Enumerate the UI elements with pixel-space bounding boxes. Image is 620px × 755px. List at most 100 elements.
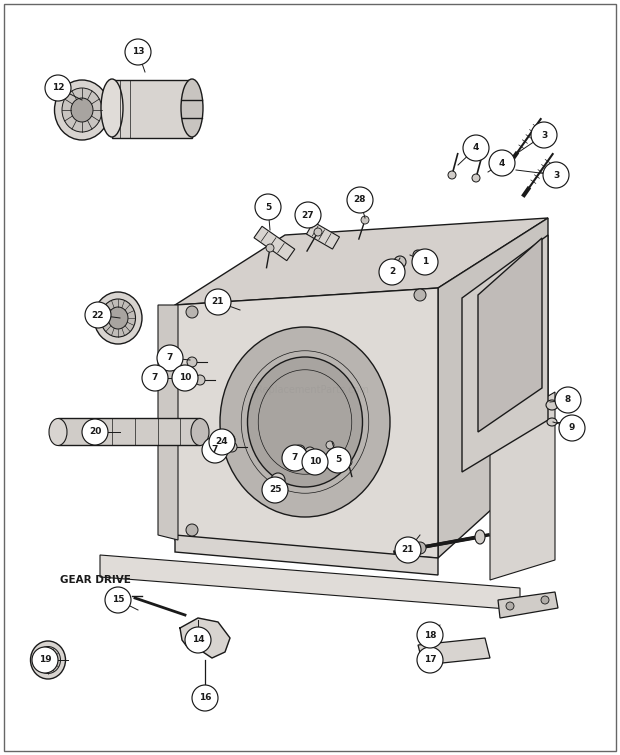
Ellipse shape: [191, 418, 209, 445]
Circle shape: [344, 458, 352, 466]
Text: eReplacementParts.com: eReplacementParts.com: [250, 385, 370, 395]
Text: 21: 21: [212, 297, 224, 307]
Ellipse shape: [220, 327, 390, 517]
Circle shape: [221, 433, 235, 447]
Circle shape: [531, 122, 557, 148]
Polygon shape: [418, 638, 490, 665]
Circle shape: [543, 162, 569, 188]
Circle shape: [255, 194, 281, 220]
Circle shape: [412, 249, 438, 275]
Circle shape: [295, 445, 305, 455]
Ellipse shape: [49, 418, 67, 445]
Circle shape: [45, 75, 71, 101]
Circle shape: [417, 622, 443, 648]
Ellipse shape: [475, 530, 485, 544]
Text: 24: 24: [216, 437, 228, 446]
Circle shape: [32, 647, 58, 673]
Text: 13: 13: [131, 48, 144, 57]
Circle shape: [417, 647, 443, 673]
Circle shape: [463, 135, 489, 161]
Ellipse shape: [101, 79, 123, 137]
Circle shape: [414, 542, 426, 554]
Circle shape: [302, 449, 328, 475]
Circle shape: [448, 171, 456, 179]
Circle shape: [202, 437, 228, 463]
Text: 3: 3: [553, 171, 559, 180]
Text: 22: 22: [92, 310, 104, 319]
Text: 14: 14: [192, 636, 205, 645]
Text: 10: 10: [309, 458, 321, 467]
Circle shape: [395, 537, 421, 563]
Polygon shape: [175, 288, 438, 558]
Text: 19: 19: [38, 655, 51, 664]
Text: 1: 1: [422, 257, 428, 267]
Ellipse shape: [181, 79, 203, 137]
Ellipse shape: [62, 88, 102, 132]
Ellipse shape: [546, 400, 558, 410]
Circle shape: [186, 306, 198, 318]
Circle shape: [85, 302, 111, 328]
Ellipse shape: [55, 80, 110, 140]
Circle shape: [413, 250, 423, 260]
Text: 20: 20: [89, 427, 101, 436]
Text: 7: 7: [152, 374, 158, 383]
Circle shape: [472, 174, 480, 182]
Circle shape: [262, 477, 288, 503]
Text: 18: 18: [423, 630, 436, 639]
Circle shape: [379, 259, 405, 285]
Circle shape: [186, 524, 198, 536]
Ellipse shape: [247, 357, 363, 487]
Text: 3: 3: [541, 131, 547, 140]
Text: 27: 27: [302, 211, 314, 220]
Text: 7: 7: [292, 454, 298, 463]
Circle shape: [172, 365, 198, 391]
Ellipse shape: [71, 98, 93, 122]
Polygon shape: [58, 418, 200, 445]
Circle shape: [541, 596, 549, 604]
Circle shape: [209, 429, 235, 455]
Polygon shape: [478, 238, 542, 432]
Circle shape: [185, 627, 211, 653]
Circle shape: [394, 256, 406, 268]
Text: GEAR DRIVE: GEAR DRIVE: [60, 575, 130, 585]
Circle shape: [282, 445, 308, 471]
Polygon shape: [112, 80, 192, 138]
Circle shape: [347, 187, 373, 213]
Text: 17: 17: [423, 655, 436, 664]
Polygon shape: [254, 226, 294, 260]
Circle shape: [195, 375, 205, 385]
Polygon shape: [175, 218, 548, 305]
Text: 5: 5: [335, 455, 341, 464]
Text: 21: 21: [402, 546, 414, 554]
Ellipse shape: [30, 641, 66, 679]
Circle shape: [205, 289, 231, 315]
Text: 9: 9: [569, 424, 575, 433]
Text: 5: 5: [265, 202, 271, 211]
Circle shape: [489, 150, 515, 176]
Polygon shape: [498, 592, 558, 618]
Polygon shape: [462, 235, 548, 472]
Polygon shape: [158, 305, 178, 540]
Text: 28: 28: [354, 196, 366, 205]
Text: 8: 8: [565, 396, 571, 405]
Circle shape: [173, 375, 183, 385]
Polygon shape: [100, 555, 520, 610]
Polygon shape: [490, 392, 555, 580]
Circle shape: [325, 447, 351, 473]
Circle shape: [187, 357, 197, 367]
Polygon shape: [180, 618, 230, 658]
Circle shape: [414, 289, 426, 301]
Circle shape: [295, 202, 321, 228]
Text: 7: 7: [167, 353, 173, 362]
Circle shape: [314, 228, 322, 236]
Ellipse shape: [35, 646, 61, 673]
Circle shape: [157, 345, 183, 371]
Text: 25: 25: [268, 485, 281, 495]
Ellipse shape: [547, 418, 557, 426]
Circle shape: [559, 415, 585, 441]
Text: 2: 2: [389, 267, 395, 276]
Circle shape: [305, 447, 315, 457]
Circle shape: [227, 442, 237, 452]
Circle shape: [271, 473, 285, 487]
Circle shape: [326, 441, 334, 449]
